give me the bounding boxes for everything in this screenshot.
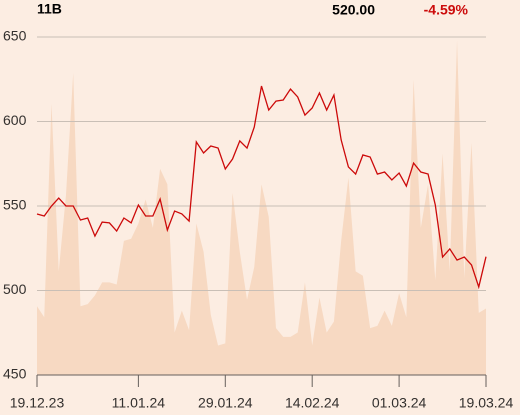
- y-tick-label: 650: [3, 28, 27, 44]
- y-tick-label: 500: [3, 281, 27, 297]
- y-tick-label: 600: [3, 112, 27, 128]
- x-tick-label: 29.01.24: [198, 395, 253, 411]
- price: 520.00: [332, 2, 375, 18]
- y-tick-label: 450: [3, 366, 27, 382]
- price-line: [36, 85, 487, 290]
- x-tick-label: 19.03.24: [459, 395, 514, 411]
- y-tick-label: 550: [3, 197, 27, 213]
- change: -4.59%: [424, 2, 469, 18]
- x-tick-label: 19.12.23: [10, 395, 65, 411]
- x-tick-label: 11.01.24: [112, 395, 166, 411]
- x-tick-label: 01.03.24: [372, 395, 427, 411]
- ticker: 11B: [37, 1, 62, 17]
- volume-area: [37, 40, 486, 376]
- x-tick-label: 14.02.24: [285, 395, 340, 411]
